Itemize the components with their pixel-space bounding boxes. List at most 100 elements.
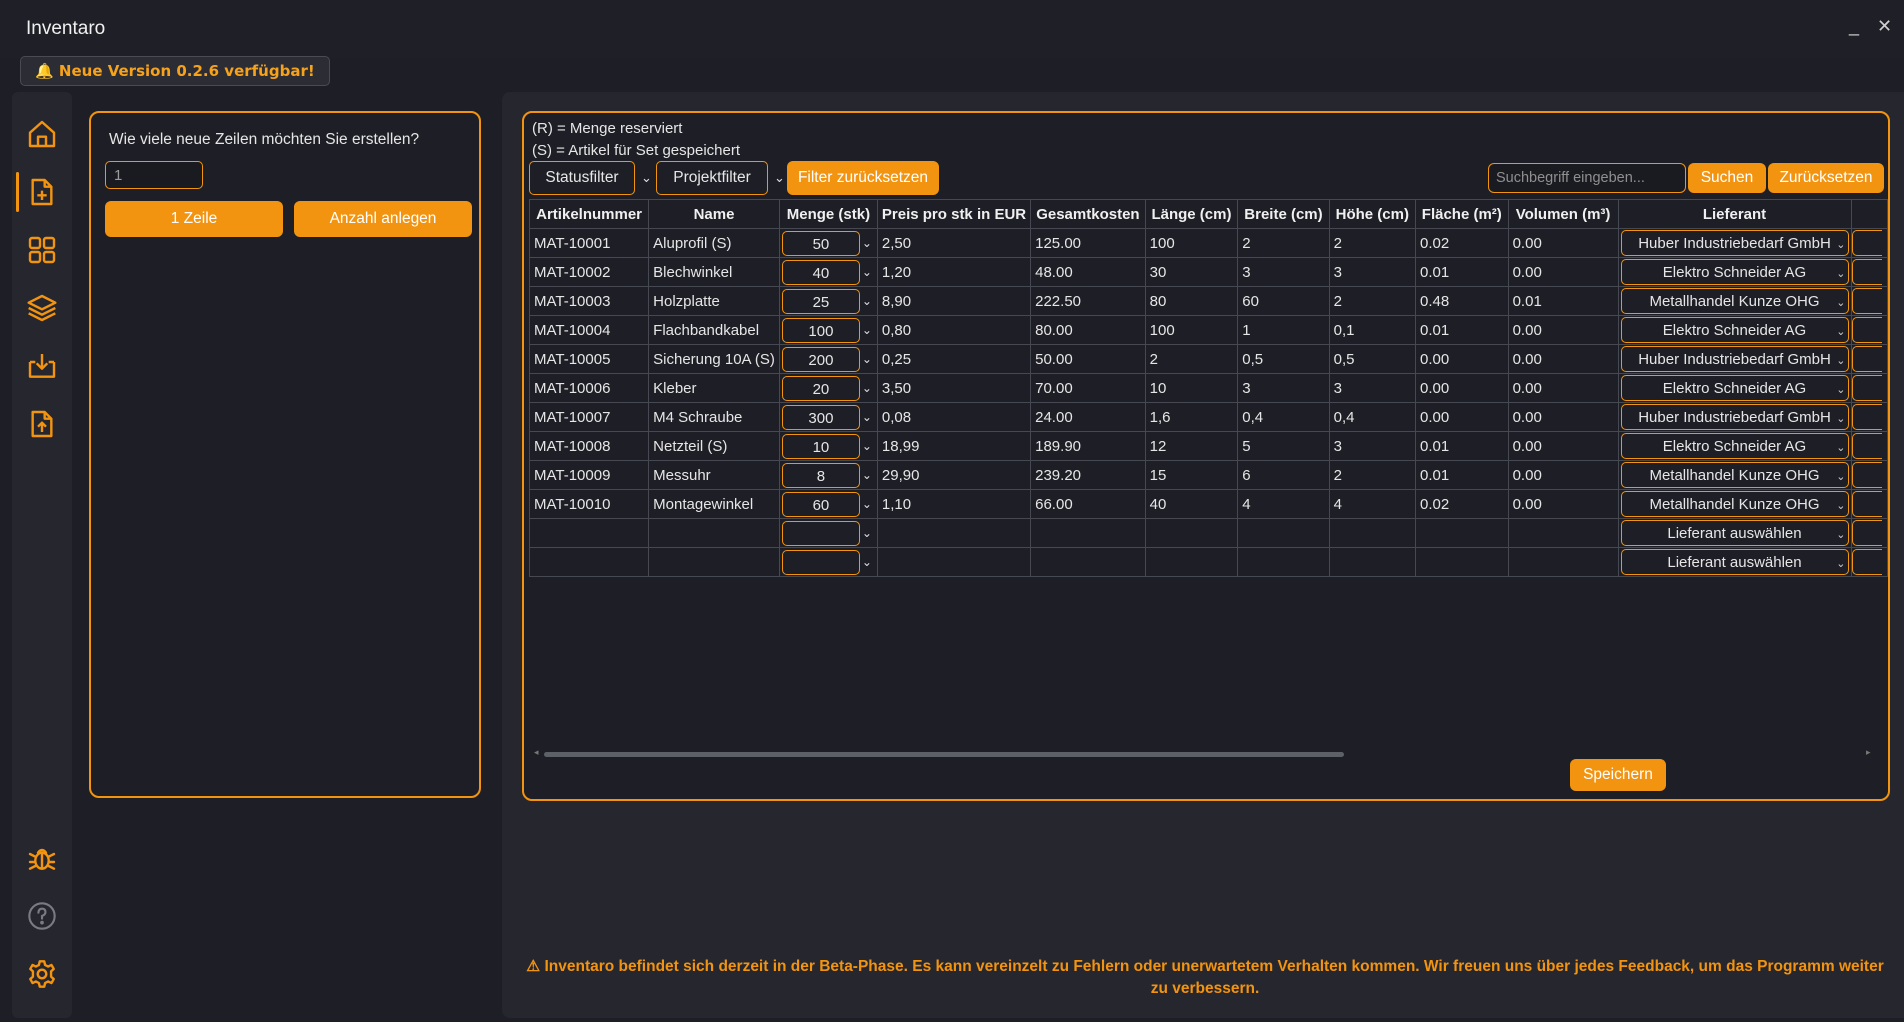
table-cell[interactable]: 0.02: [1414, 489, 1509, 519]
extra-column-field[interactable]: [1851, 346, 1882, 372]
project-filter-dropdown[interactable]: Projektfilter: [656, 161, 768, 195]
chevron-down-icon[interactable]: ⌄: [1836, 268, 1846, 280]
table-cell[interactable]: 100: [1144, 315, 1239, 345]
table-cell[interactable]: 2: [1237, 228, 1330, 258]
table-cell[interactable]: 4: [1328, 489, 1416, 519]
extra-column-field[interactable]: [1851, 404, 1882, 430]
supplier-dropdown[interactable]: Elektro Schneider AG ⌄: [1620, 375, 1849, 401]
table-cell[interactable]: 222.50: [1030, 286, 1146, 316]
table-cell[interactable]: 24.00: [1030, 402, 1146, 432]
extra-column-field[interactable]: [1851, 520, 1882, 546]
table-cell[interactable]: [648, 518, 780, 548]
supplier-dropdown[interactable]: Huber Industriebedarf GmbH ⌄: [1620, 404, 1849, 430]
chevron-down-icon[interactable]: ⌄: [861, 352, 872, 366]
quantity-input[interactable]: [781, 549, 860, 575]
table-cell[interactable]: [876, 547, 1032, 577]
table-cell[interactable]: Messuhr: [648, 460, 780, 490]
table-cell[interactable]: 3: [1328, 373, 1416, 403]
extra-column-field[interactable]: [1851, 433, 1882, 459]
table-cell[interactable]: MAT-10003: [528, 286, 650, 316]
table-cell[interactable]: 0.01: [1414, 431, 1509, 461]
chevron-down-icon[interactable]: ⌄: [861, 381, 872, 395]
chevron-down-icon[interactable]: ⌄: [774, 170, 785, 185]
table-cell[interactable]: 0.00: [1507, 489, 1619, 519]
table-cell[interactable]: 0.00: [1414, 402, 1509, 432]
extra-column-field[interactable]: [1851, 375, 1882, 401]
chevron-down-icon[interactable]: ⌄: [861, 294, 872, 308]
table-cell[interactable]: 0,5: [1237, 344, 1330, 374]
table-cell[interactable]: 125.00: [1030, 228, 1146, 258]
supplier-dropdown[interactable]: Lieferant auswählen ⌄: [1620, 549, 1849, 575]
table-cell[interactable]: 0,5: [1328, 344, 1416, 374]
table-cell[interactable]: 0.01: [1414, 460, 1509, 490]
table-cell[interactable]: [1144, 547, 1239, 577]
chevron-down-icon[interactable]: ⌄: [1836, 355, 1846, 367]
chevron-down-icon[interactable]: ⌄: [1836, 500, 1846, 512]
table-cell[interactable]: 70.00: [1030, 373, 1146, 403]
table-cell[interactable]: 29,90: [876, 460, 1032, 490]
quantity-input[interactable]: 20: [781, 375, 860, 401]
table-cell[interactable]: [1328, 518, 1416, 548]
table-cell[interactable]: [1237, 547, 1330, 577]
chevron-down-icon[interactable]: ⌄: [1836, 239, 1846, 251]
chevron-down-icon[interactable]: ⌄: [861, 323, 872, 337]
table-cell[interactable]: 0.00: [1414, 373, 1509, 403]
chevron-down-icon[interactable]: ⌄: [1836, 558, 1846, 570]
extra-column-field[interactable]: [1851, 230, 1882, 256]
column-header[interactable]: Breite (cm): [1237, 199, 1330, 229]
chevron-down-icon[interactable]: ⌄: [861, 439, 872, 453]
quantity-input[interactable]: 40: [781, 259, 860, 285]
table-cell[interactable]: Blechwinkel: [648, 257, 780, 287]
table-cell[interactable]: MAT-10001: [528, 228, 650, 258]
table-cell[interactable]: 48.00: [1030, 257, 1146, 287]
chevron-down-icon[interactable]: ⌄: [861, 410, 872, 424]
table-cell[interactable]: MAT-10005: [528, 344, 650, 374]
column-header[interactable]: Höhe (cm): [1328, 199, 1416, 229]
table-cell[interactable]: MAT-10002: [528, 257, 650, 287]
table-cell[interactable]: MAT-10006: [528, 373, 650, 403]
table-cell[interactable]: 15: [1144, 460, 1239, 490]
table-cell[interactable]: 80: [1144, 286, 1239, 316]
table-cell[interactable]: [1030, 547, 1146, 577]
scroll-left-icon[interactable]: ◂: [534, 747, 539, 757]
quantity-input[interactable]: [781, 520, 860, 546]
table-cell[interactable]: 0,80: [876, 315, 1032, 345]
column-header[interactable]: Volumen (m³): [1507, 199, 1619, 229]
table-cell[interactable]: 0.00: [1507, 431, 1619, 461]
extra-column-field[interactable]: [1851, 462, 1882, 488]
table-cell[interactable]: 100: [1144, 228, 1239, 258]
table-cell[interactable]: 0.00: [1507, 402, 1619, 432]
table-cell[interactable]: 66.00: [1030, 489, 1146, 519]
table-cell[interactable]: Netzteil (S): [648, 431, 780, 461]
table-cell[interactable]: Kleber: [648, 373, 780, 403]
table-cell[interactable]: 40: [1144, 489, 1239, 519]
supplier-dropdown[interactable]: Huber Industriebedarf GmbH ⌄: [1620, 230, 1849, 256]
table-cell[interactable]: 0.00: [1507, 228, 1619, 258]
horizontal-scrollbar[interactable]: ◂ ▸: [534, 747, 1874, 759]
table-cell[interactable]: MAT-10007: [528, 402, 650, 432]
table-cell[interactable]: 4: [1237, 489, 1330, 519]
quantity-input[interactable]: 10: [781, 433, 860, 459]
table-cell[interactable]: 0.01: [1414, 315, 1509, 345]
table-cell[interactable]: 2: [1328, 460, 1416, 490]
chevron-down-icon[interactable]: ⌄: [861, 468, 872, 482]
table-cell[interactable]: 2,50: [876, 228, 1032, 258]
table-cell[interactable]: Montagewinkel: [648, 489, 780, 519]
close-button[interactable]: ✕: [1877, 16, 1893, 36]
save-button[interactable]: Speichern: [1570, 759, 1666, 791]
table-cell[interactable]: [648, 547, 780, 577]
column-header[interactable]: Gesamtkosten: [1030, 199, 1146, 229]
table-cell[interactable]: [1144, 518, 1239, 548]
quantity-input[interactable]: 100: [781, 317, 860, 343]
create-rows-button[interactable]: Anzahl anlegen: [294, 201, 472, 237]
quantity-input[interactable]: 50: [781, 230, 860, 256]
table-cell[interactable]: 3: [1328, 257, 1416, 287]
chevron-down-icon[interactable]: ⌄: [861, 497, 872, 511]
table-cell[interactable]: 3: [1328, 431, 1416, 461]
chevron-down-icon[interactable]: ⌄: [641, 170, 652, 185]
column-header[interactable]: Name: [648, 199, 780, 229]
chevron-down-icon[interactable]: ⌄: [1836, 297, 1846, 309]
minimize-button[interactable]: _: [1849, 16, 1860, 36]
reset-search-button[interactable]: Zurücksetzen: [1768, 163, 1884, 193]
chevron-down-icon[interactable]: ⌄: [1836, 442, 1846, 454]
